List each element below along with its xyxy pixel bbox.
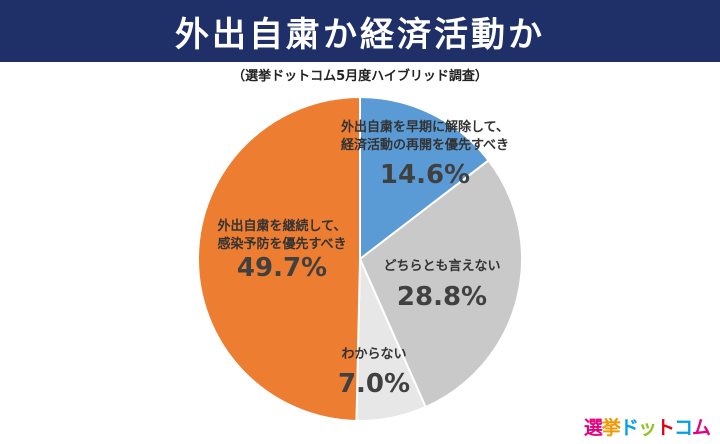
pie-slice: [358, 158, 523, 409]
slice-value-label: 28.8%: [397, 282, 487, 312]
slice-value-label: 49.7%: [237, 253, 327, 283]
pie-slice: [197, 95, 361, 422]
pie-slice: [359, 95, 490, 262]
slice-label: 感染予防を優先すべき: [217, 236, 346, 252]
slice-label: 外出自粛を早期に解除して、: [340, 119, 509, 135]
slice-label: 経済活動の再開を優先すべき: [341, 137, 509, 153]
chart-title: 外出自粛か経済活動か: [175, 14, 545, 55]
chart-subtitle: （選挙ドットコム5月度ハイブリッド調査）: [232, 69, 488, 84]
senkyo-dotcom-logo: 選挙ドットコム: [583, 417, 711, 439]
slice-label: どちらとも言えない: [383, 258, 500, 274]
slice-label: 外出自粛を継続して、: [217, 218, 347, 234]
slice-value-label: 14.6%: [380, 160, 470, 190]
slice-label: わからない: [341, 347, 406, 362]
title-banner: 外出自粛か経済活動か: [0, 0, 720, 62]
slice-value-label: 7.0%: [338, 369, 410, 399]
